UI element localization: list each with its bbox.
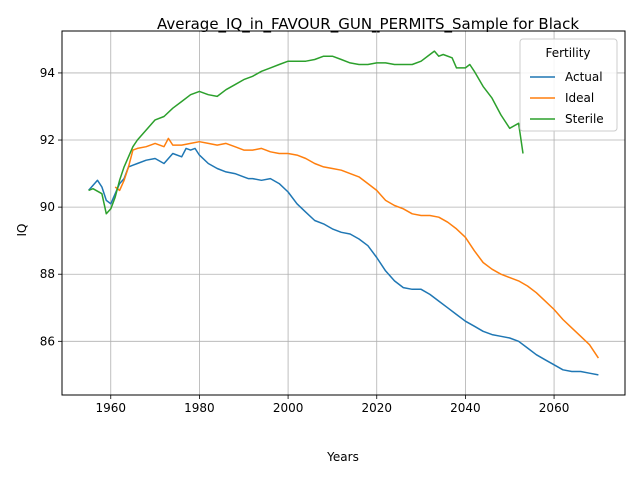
x-tick-label: 2000 — [273, 401, 304, 415]
y-tick-label: 88 — [40, 267, 55, 281]
y-axis-label: IQ — [15, 224, 29, 237]
y-tick-label: 92 — [40, 133, 55, 147]
legend-label-sterile: Sterile — [565, 112, 604, 126]
x-axis-label: Years — [326, 450, 359, 464]
legend-label-actual: Actual — [565, 70, 603, 84]
series-line-ideal — [114, 137, 600, 359]
legend-box — [519, 38, 618, 132]
y-tick-label: 94 — [40, 66, 55, 80]
chart-title: Average_IQ_in_FAVOUR_GUN_PERMITS_Sample … — [157, 15, 579, 34]
x-axis-ticks: 1960 1980 2000 2020 2040 2060 — [95, 395, 569, 415]
y-tick-label: 86 — [40, 334, 55, 348]
x-tick-label: 2040 — [450, 401, 481, 415]
x-tick-label: 1980 — [184, 401, 215, 415]
y-axis-ticks: 86 88 90 92 94 — [40, 66, 62, 348]
legend-title: Fertility — [545, 46, 590, 60]
legend-label-ideal: Ideal — [565, 91, 594, 105]
plot-frame — [61, 30, 626, 396]
series-line-actual — [88, 147, 599, 376]
x-tick-label: 2060 — [539, 401, 570, 415]
x-tick-label: 1960 — [95, 401, 126, 415]
series-line-sterile — [88, 50, 524, 215]
series-lines — [88, 50, 600, 376]
x-tick-label: 2020 — [361, 401, 392, 415]
legend: Fertility Actual Ideal Sterile — [519, 38, 618, 132]
y-tick-label: 90 — [40, 200, 55, 214]
